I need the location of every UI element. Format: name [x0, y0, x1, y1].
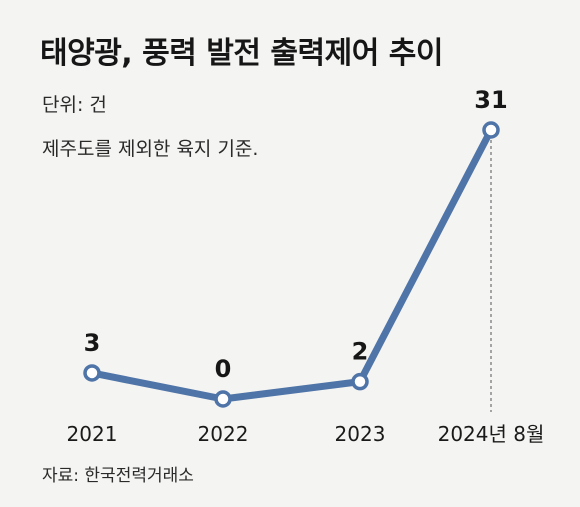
- series-line: [88, 126, 495, 403]
- x-tick-label-2: 2023: [335, 422, 386, 446]
- x-tick-label-3: 2024년 8월: [438, 422, 545, 446]
- data-point-2022: [214, 390, 232, 408]
- x-tick-label-0: 2021: [67, 422, 118, 446]
- data-point-2023: [351, 372, 369, 391]
- data-label-2022: 0: [215, 355, 232, 383]
- chart-title: 태양광, 풍력 발전 출력제어 추이: [40, 36, 443, 71]
- data-label-2024년 8월: 31: [474, 86, 507, 114]
- unit-label: 단위: 건: [42, 94, 107, 116]
- source-label: 자료: 한국전력거래소: [42, 466, 194, 486]
- data-label-2023: 2: [352, 338, 369, 366]
- data-point-2021: [83, 364, 101, 382]
- data-point-2024년 8월: [482, 121, 500, 139]
- x-tick-label-1: 2022: [198, 422, 249, 446]
- data-label-2021: 3: [84, 329, 101, 357]
- chart-note: 제주도를 제외한 육지 기준.: [42, 138, 259, 160]
